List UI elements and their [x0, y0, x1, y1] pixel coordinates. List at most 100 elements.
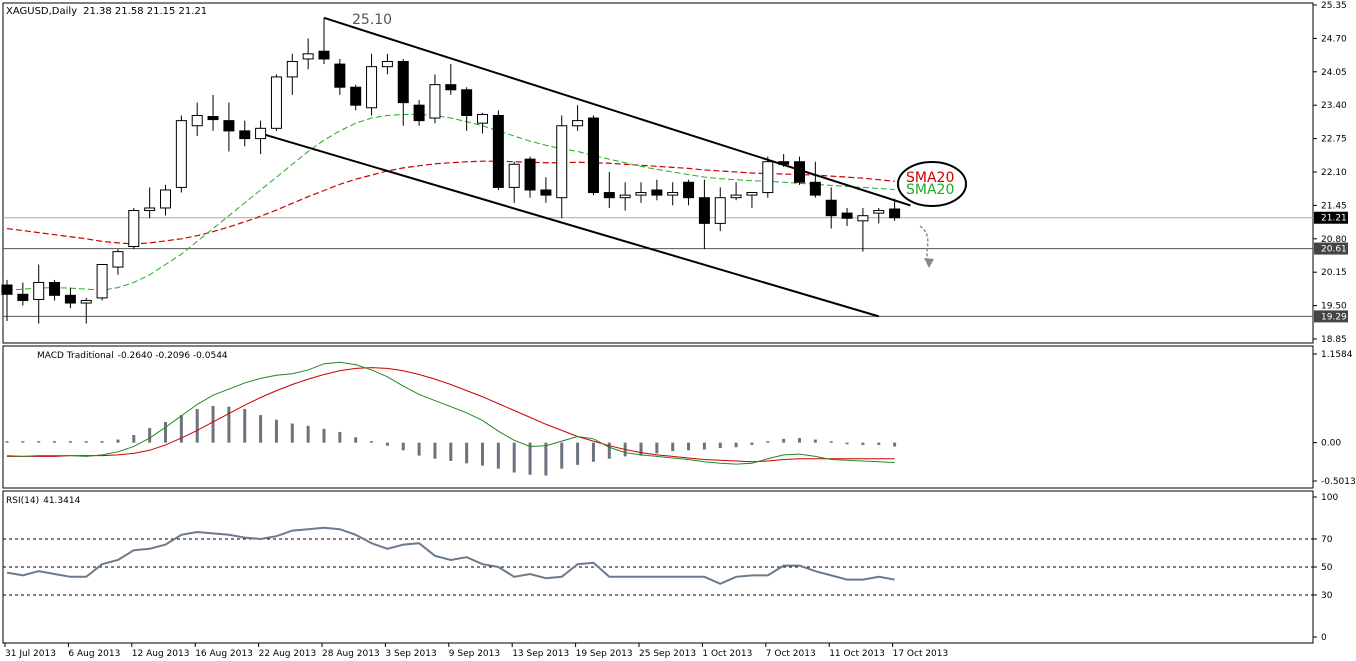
- candle-body: [207, 116, 219, 121]
- x-axis-label: 25 Sep 2013: [639, 649, 696, 659]
- x-axis-label: 16 Aug 2013: [195, 649, 253, 659]
- x-axis-label: 28 Aug 2013: [322, 649, 380, 659]
- candle-body: [619, 194, 631, 199]
- price-plot: [1, 16, 1313, 324]
- price-axis-label: 22.10: [1321, 168, 1347, 178]
- x-axis-label: 11 Oct 2013: [829, 649, 885, 659]
- candle-body: [635, 192, 647, 196]
- candle-body: [96, 263, 108, 299]
- candle-body: [572, 120, 584, 127]
- candle-body: [429, 84, 441, 119]
- candle-body: [366, 66, 378, 109]
- candle-body: [730, 194, 742, 199]
- x-axis-label: 13 Sep 2013: [512, 649, 569, 659]
- candle-body: [445, 84, 457, 91]
- rsi-axis-label: 0: [1321, 633, 1327, 643]
- candle-body: [223, 120, 235, 132]
- x-axis-label: 19 Sep 2013: [576, 649, 633, 659]
- rsi-line: [6, 526, 895, 585]
- candle-body: [714, 197, 726, 224]
- macd-axis-label: -0.5013: [1321, 477, 1356, 487]
- candle-body: [1, 284, 13, 295]
- x-axis-label: 12 Aug 2013: [132, 649, 190, 659]
- candle-body: [556, 125, 568, 199]
- candle-body: [381, 61, 393, 68]
- candle-body: [698, 197, 710, 224]
- candle-body: [889, 208, 901, 219]
- candle-body: [809, 181, 821, 196]
- sma-legend-ellipse: [897, 161, 967, 207]
- price-axis-label: 25.35: [1321, 1, 1347, 11]
- chart-title: XAGUSD,Daily 21.38 21.58 21.15 21.21: [6, 6, 207, 17]
- price-axis-label: 24.05: [1321, 68, 1347, 78]
- sma-green-line: [6, 113, 895, 291]
- candle-body: [540, 189, 552, 196]
- rsi-axis-label: 100: [1321, 493, 1338, 503]
- candle-body: [651, 189, 663, 196]
- rsi-axis-label: 70: [1321, 535, 1333, 545]
- price-axis-label: 23.40: [1321, 101, 1347, 111]
- price-tag-box: [1314, 211, 1348, 224]
- x-axis-label: 22 Aug 2013: [259, 649, 317, 659]
- macd-panel-frame: [2, 345, 1314, 489]
- price-tag-label: 19.29: [1321, 312, 1347, 322]
- candle-body: [508, 163, 520, 188]
- x-axis-label: 9 Sep 2013: [449, 649, 500, 659]
- x-axis-label: 3 Sep 2013: [385, 649, 436, 659]
- sma-red-line: [6, 160, 895, 245]
- candle-body: [64, 294, 76, 304]
- macd-main-line: [6, 361, 895, 465]
- candle-body: [302, 53, 314, 60]
- price-axis-label: 24.70: [1321, 34, 1347, 44]
- x-axis-label: 1 Oct 2013: [702, 649, 752, 659]
- candle-body: [587, 117, 599, 194]
- price-axis-label: 20.15: [1321, 268, 1347, 278]
- x-axis-label: 17 Oct 2013: [893, 649, 949, 659]
- candle-body: [318, 50, 330, 60]
- price-tag-label: 21.21: [1321, 214, 1347, 224]
- candle-body: [461, 89, 473, 116]
- candle-body: [667, 192, 679, 196]
- x-axis-label: 31 Jul 2013: [5, 649, 56, 659]
- candle-body: [112, 251, 124, 268]
- price-axis-label: 18.85: [1321, 335, 1347, 345]
- candle-body: [603, 192, 615, 199]
- rsi-axis-label: 50: [1321, 563, 1333, 573]
- macd-signal-line: [7, 367, 895, 463]
- candle-body: [49, 281, 61, 296]
- axes: 25.35 24.70 24.05 23.40 22.75 22.10 21.45 20.80…: [4, 1, 1356, 659]
- price-axis-label: 22.75: [1321, 135, 1347, 145]
- candle-body: [33, 281, 45, 300]
- candle-body: [255, 127, 267, 140]
- candle-body: [778, 161, 790, 165]
- candle-body: [413, 104, 425, 122]
- forecast-arrow-head-icon: [924, 258, 934, 268]
- candle-body: [683, 181, 695, 199]
- candle-body: [397, 61, 409, 104]
- rsi-axis-label: 30: [1321, 591, 1333, 601]
- candle-body: [873, 210, 885, 214]
- price-tag-box: [1314, 310, 1348, 323]
- sma-green-label: SMA20: [906, 182, 954, 198]
- candle-body: [334, 63, 346, 88]
- price-axis-label: 19.50: [1321, 302, 1347, 312]
- channel-upper-line: [323, 16, 911, 207]
- candle-body: [144, 207, 156, 212]
- candle-body: [762, 161, 774, 194]
- candle-body: [477, 113, 488, 124]
- price-tag-label: 20.61: [1321, 245, 1347, 255]
- candle-body: [746, 192, 758, 196]
- candle-body: [841, 212, 853, 219]
- sma-legend: SMA20 SMA20: [897, 161, 967, 207]
- candle-body: [239, 130, 251, 140]
- rsi-plot: [3, 526, 1313, 596]
- price-axis-label: 20.80: [1321, 235, 1347, 245]
- macd-axis-label: 0.00: [1321, 439, 1341, 449]
- price-axis-label: 21.45: [1321, 201, 1347, 211]
- channel-lower-line: [260, 132, 880, 318]
- macd-axis-label: 1.1584: [1321, 350, 1353, 360]
- macd-title: MACD Traditional -0.2640 -0.2096 -0.0544: [37, 351, 228, 361]
- candle-body: [857, 215, 869, 222]
- price-tag-box: [1314, 242, 1348, 255]
- candle-body: [270, 76, 282, 129]
